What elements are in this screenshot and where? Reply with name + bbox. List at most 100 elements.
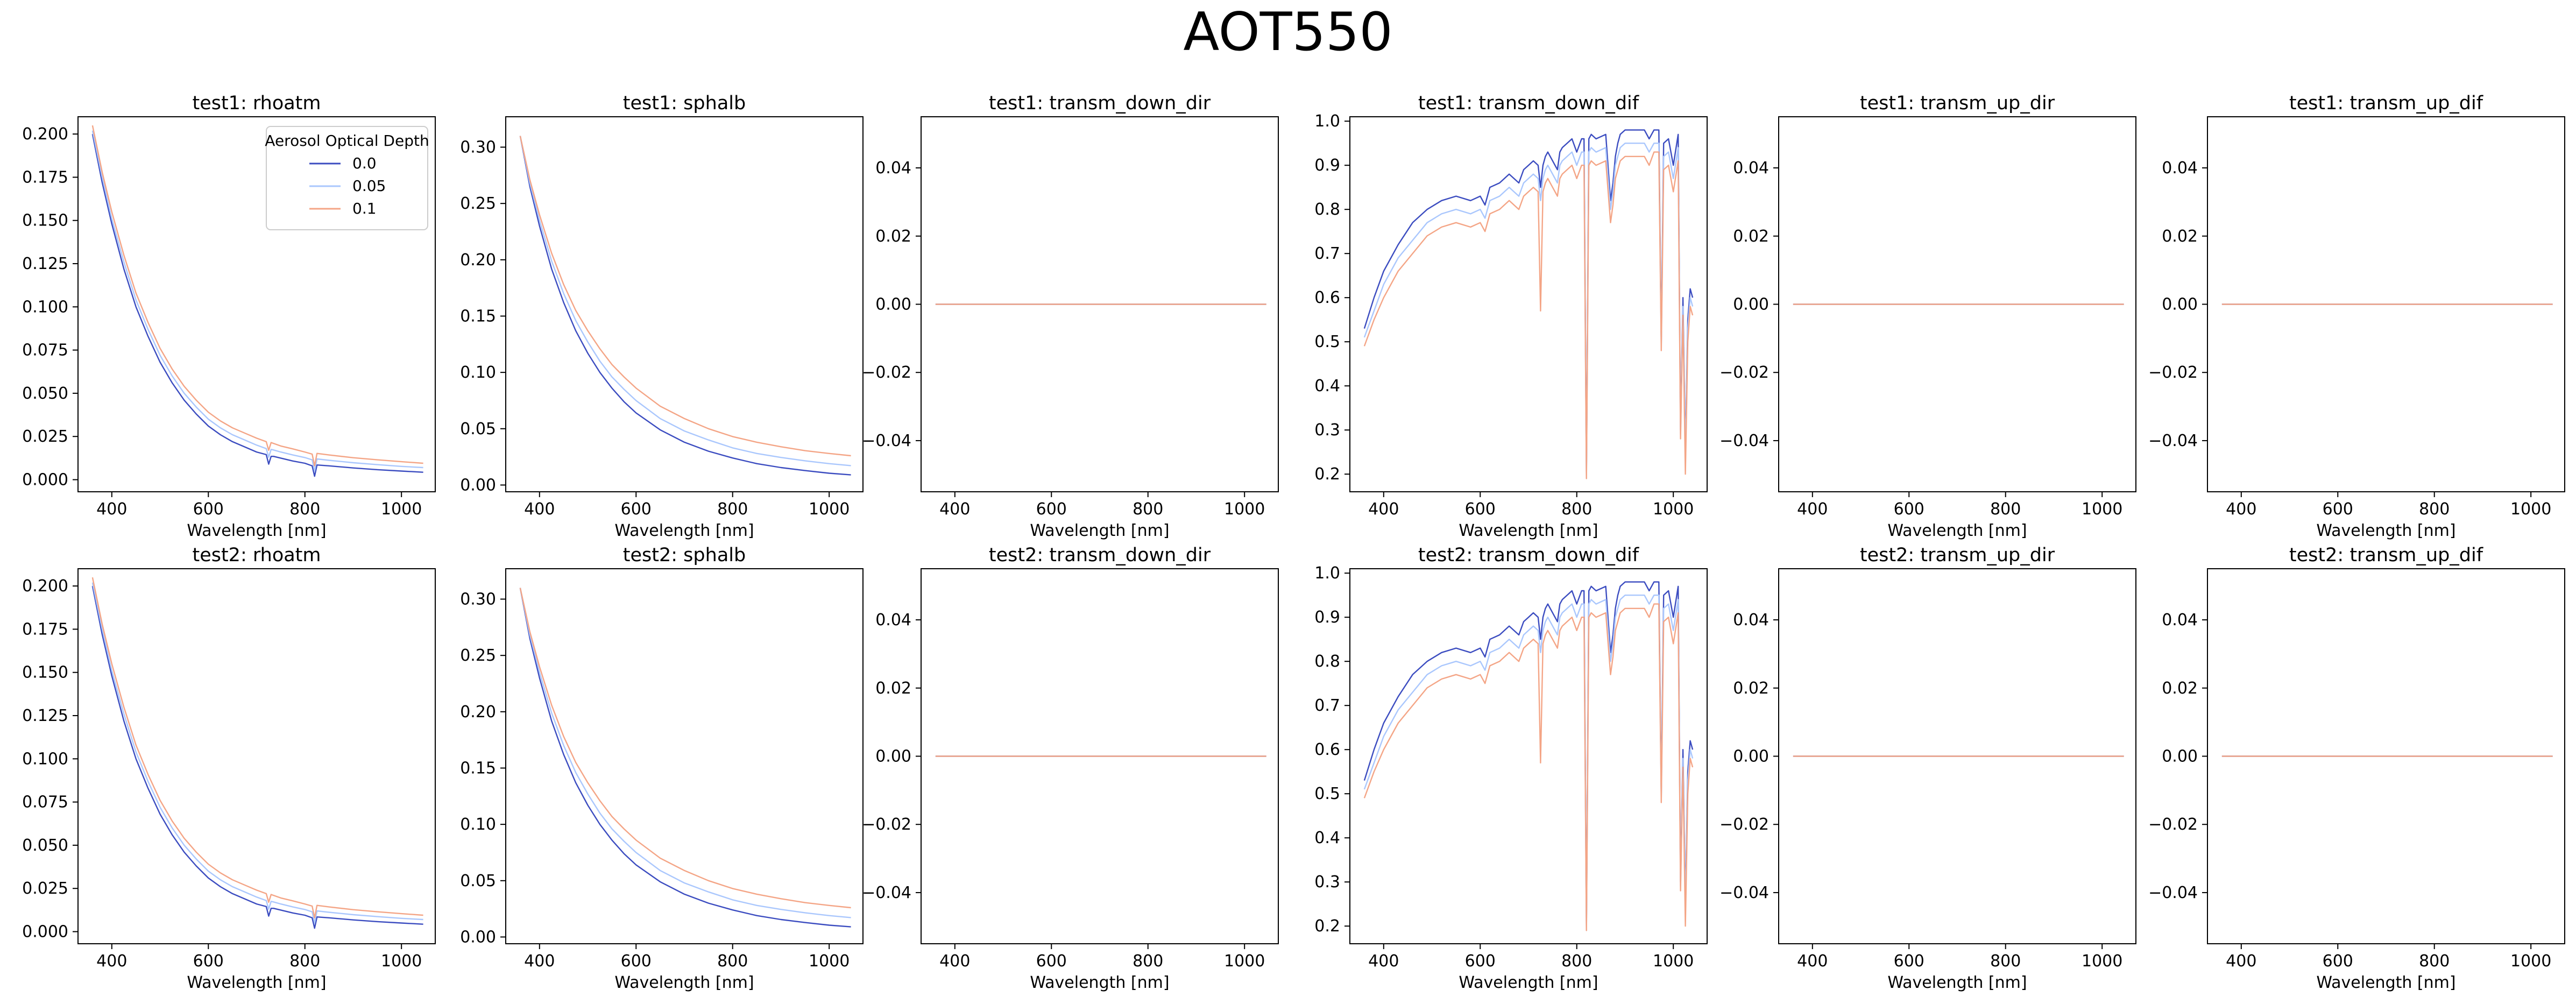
subplot-title: test2: rhoatm	[192, 545, 321, 566]
y-tick-label: 0.075	[22, 341, 68, 360]
x-tick-label: 800	[1990, 500, 2021, 519]
y-tick-label: 0.10	[460, 815, 496, 834]
y-tick-label: 0.8	[1314, 652, 1340, 671]
x-tick-label: 400	[96, 952, 127, 971]
x-tick-label: 800	[717, 952, 748, 971]
y-tick-label: 0.200	[22, 125, 68, 144]
x-tick-label: 400	[1368, 952, 1399, 971]
series-line-aod-0-0	[1363, 129, 1694, 475]
x-tick-label: 400	[2226, 500, 2256, 519]
x-tick-label: 1000	[809, 952, 850, 971]
x-tick-label: 800	[2419, 952, 2450, 971]
y-tick-label: 0.200	[22, 577, 68, 596]
y-tick-label: 0.000	[22, 923, 68, 942]
x-tick-label: 400	[2226, 952, 2256, 971]
axes-frame	[921, 568, 1279, 944]
y-tick-label: 0.150	[22, 663, 68, 682]
series-group	[1363, 129, 1694, 479]
subplot-title: test1: transm_up_dir	[1860, 93, 2055, 114]
y-tick-label: 0.30	[460, 590, 496, 609]
y-tick-label: 0.10	[460, 363, 496, 382]
legend: Aerosol Optical Depth 0.0 0.05 0.1	[265, 126, 429, 230]
y-tick-label: −0.02	[2148, 363, 2198, 382]
y-tick-label: 0.25	[460, 194, 496, 213]
x-axis-label: Wavelength [nm]	[1459, 973, 1598, 992]
subplot: test2: sphalb 400 600 800 1000 0.00 0.05 0.10 0.…	[460, 545, 864, 992]
y-tick-label: 0.04	[1733, 611, 1769, 630]
y-tick-label: 0.15	[460, 307, 496, 326]
axes-frame	[1349, 568, 1708, 944]
y-tick-label: 0.050	[22, 836, 68, 855]
x-tick-label: 1000	[2510, 500, 2551, 519]
x-tick-label: 400	[1797, 500, 1828, 519]
legend-box	[266, 126, 428, 230]
y-tick-label: −0.04	[862, 883, 911, 902]
y-tick-label: −0.04	[1719, 432, 1769, 450]
legend-title: Aerosol Optical Depth	[265, 132, 429, 150]
y-tick-label: 0.3	[1314, 421, 1340, 440]
y-tick-label: 0.7	[1314, 244, 1340, 263]
subplot: test2: transm_up_dif 400 600 800 1000 −0.04 −0…	[2148, 545, 2565, 992]
subplot-title: test2: transm_down_dir	[989, 545, 1211, 566]
y-tick-label: 0.00	[1733, 747, 1769, 766]
x-tick-label: 600	[1036, 500, 1067, 519]
series-line-aod-0-05	[91, 582, 423, 924]
x-tick-label: 600	[193, 952, 224, 971]
figure-title: AOT550	[1183, 2, 1393, 63]
subplot-title: test2: transm_down_dif	[1418, 545, 1639, 566]
y-tick-label: −0.02	[2148, 815, 2198, 834]
y-tick-label: 0.05	[460, 872, 496, 890]
x-axis-label: Wavelength [nm]	[2316, 973, 2455, 992]
x-axis-label: Wavelength [nm]	[1030, 521, 1169, 540]
axes-frame	[1778, 116, 2136, 492]
subplot: test2: transm_down_dif 400 600 800 1000 0.2 0.…	[1314, 545, 1708, 992]
axes-frame	[1349, 116, 1708, 492]
x-tick-label: 1000	[1224, 500, 1265, 519]
y-tick-label: 0.4	[1314, 829, 1340, 847]
x-tick-label: 400	[939, 952, 970, 971]
x-tick-label: 1000	[1653, 500, 1694, 519]
axes-frame	[921, 116, 1279, 492]
y-tick-label: 0.04	[875, 611, 911, 630]
x-tick-label: 600	[621, 952, 652, 971]
y-tick-label: 0.04	[875, 159, 911, 178]
x-tick-label: 600	[621, 500, 652, 519]
y-tick-label: −0.04	[1719, 883, 1769, 902]
series-line-aod-0-05	[1363, 143, 1694, 479]
series-line-aod-0-1	[91, 577, 423, 919]
axes-frame	[2207, 568, 2565, 944]
legend-entry-label: 0.0	[352, 154, 377, 172]
subplot: test2: transm_down_dir 400 600 800 1000 −0.04…	[862, 545, 1279, 992]
x-tick-label: 1000	[2082, 500, 2122, 519]
series-line-aod-0-0	[519, 136, 851, 476]
x-tick-label: 600	[1894, 952, 1924, 971]
axes-frame	[1778, 568, 2136, 944]
series-line-aod-0-1	[519, 136, 851, 457]
y-tick-label: 0.00	[2162, 747, 2198, 766]
x-axis-label: Wavelength [nm]	[1887, 973, 2027, 992]
y-tick-label: 0.00	[1733, 295, 1769, 314]
y-tick-label: 0.4	[1314, 377, 1340, 395]
y-tick-label: 1.0	[1314, 112, 1340, 131]
subplot: test1: transm_up_dir 400 600 800 1000 −0.04 −0…	[1719, 93, 2136, 540]
y-tick-label: 0.3	[1314, 873, 1340, 892]
y-tick-label: 0.025	[22, 879, 68, 898]
x-tick-label: 1000	[2510, 952, 2551, 971]
y-tick-label: 0.175	[22, 620, 68, 639]
series-line-aod-0-0	[1363, 581, 1694, 927]
y-tick-label: 0.20	[460, 251, 496, 270]
x-tick-label: 800	[2419, 500, 2450, 519]
y-tick-label: 0.02	[2162, 227, 2198, 246]
y-tick-label: 0.125	[22, 254, 68, 273]
y-tick-label: −0.02	[862, 363, 911, 382]
y-tick-label: 0.02	[1733, 227, 1769, 246]
subplot-title: test1: transm_down_dif	[1418, 93, 1639, 114]
series-group	[91, 125, 423, 477]
y-tick-label: −0.02	[862, 815, 911, 834]
x-tick-label: 600	[1465, 500, 1496, 519]
axes-frame	[77, 116, 436, 492]
x-tick-label: 1000	[1224, 952, 1265, 971]
x-axis-label: Wavelength [nm]	[1030, 973, 1169, 992]
y-tick-label: 0.050	[22, 384, 68, 403]
y-tick-label: 0.25	[460, 646, 496, 665]
